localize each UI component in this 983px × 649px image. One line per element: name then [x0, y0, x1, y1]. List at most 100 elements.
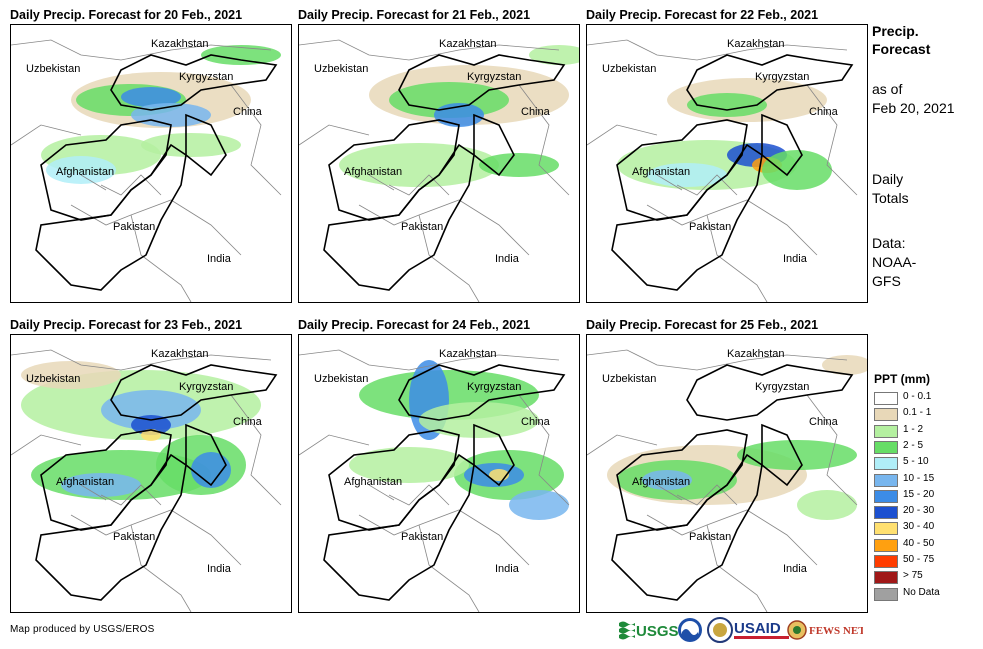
map-frame: Kazakhstan Uzbekistan Kyrgyzstan China Afgha…	[298, 334, 580, 613]
country-label-china: China	[233, 416, 263, 428]
legend-label: 30 - 40	[903, 521, 935, 533]
country-label-india: India	[207, 253, 232, 265]
country-label-pakistan: Pakistan	[401, 531, 443, 543]
precip-area	[101, 390, 201, 430]
precip-area	[46, 156, 116, 184]
precip-area	[479, 153, 559, 177]
admin-border	[518, 394, 570, 506]
map-frame: Kazakhstan Uzbekistan Kyrgyzstan China Afgha…	[10, 24, 292, 303]
legend-label: 20 - 30	[903, 505, 935, 517]
admin-border	[299, 434, 370, 456]
footer-credit: Map produced by USGS/EROS	[10, 624, 155, 635]
legend-swatch	[874, 457, 898, 471]
panel-title: Daily Precip. Forecast for 24 Feb., 2021	[298, 318, 531, 332]
country-border	[110, 54, 278, 111]
admin-border	[11, 124, 82, 146]
admin-border	[646, 199, 818, 256]
country-border	[185, 113, 227, 177]
country-label-afghanistan: Afghanistan	[344, 166, 402, 178]
country-label-uzbekistan: Uzbekistan	[26, 63, 80, 75]
country-label-india: India	[495, 563, 520, 575]
precip-area	[529, 45, 579, 65]
precip-area	[191, 452, 231, 488]
country-label-india: India	[783, 253, 808, 265]
country-label-kazakhstan: Kazakhstan	[151, 38, 208, 50]
precip-area	[822, 355, 867, 375]
precip-area	[21, 361, 121, 389]
precip-area	[762, 150, 832, 190]
admin-border	[656, 484, 738, 506]
admin-border	[80, 484, 162, 506]
admin-border	[706, 214, 768, 302]
legend-label: 50 - 75	[903, 554, 935, 565]
country-label-china: China	[809, 416, 839, 428]
country-label-china: China	[233, 106, 263, 118]
admin-border	[11, 434, 82, 456]
admin-border	[587, 349, 848, 371]
country-border	[473, 423, 515, 487]
country-label-india: India	[783, 563, 808, 575]
country-label-india: India	[207, 563, 232, 575]
country-label-kyrgyzstan: Kyrgyzstan	[755, 71, 809, 83]
admin-border	[806, 84, 858, 196]
svg-text:USAID: USAID	[734, 620, 781, 637]
panel-title: Daily Precip. Forecast for 25 Feb., 2021	[586, 318, 819, 332]
country-border	[323, 143, 475, 291]
precip-area	[201, 45, 281, 65]
usaid-logo: USAID	[734, 620, 789, 639]
panel-title: Daily Precip. Forecast for 21 Feb., 2021	[298, 8, 531, 22]
forecast-panel: Daily Precip. Forecast for 25 Feb., 2021…	[586, 318, 876, 618]
country-label-afghanistan: Afghanistan	[632, 166, 690, 178]
legend-swatch	[874, 555, 898, 568]
legend-swatch	[874, 440, 898, 454]
admin-border	[11, 39, 272, 61]
country-label-afghanistan: Afghanistan	[632, 476, 690, 488]
admin-border	[587, 39, 848, 61]
country-label-uzbekistan: Uzbekistan	[314, 373, 368, 385]
precip-area	[642, 470, 692, 490]
precip-area	[419, 402, 539, 438]
admin-border	[368, 174, 450, 196]
admin-border	[418, 214, 480, 302]
forecast-info: Precip. Forecast as of Feb 20, 2021 Dail…	[872, 22, 982, 291]
precip-area	[131, 103, 211, 127]
forecast-panel: Daily Precip. Forecast for 23 Feb., 2021…	[10, 318, 300, 618]
precip-area	[131, 415, 171, 435]
admin-border	[587, 124, 658, 146]
legend-label: 0.1 - 1	[903, 407, 932, 419]
country-border	[473, 113, 515, 177]
legend-label: 1 - 2	[903, 423, 924, 435]
forecast-panel: Daily Precip. Forecast for 22 Feb., 2021…	[586, 8, 876, 308]
country-label-kazakhstan: Kazakhstan	[727, 348, 784, 360]
panel-title: Daily Precip. Forecast for 22 Feb., 2021	[586, 8, 819, 22]
precip-area	[339, 143, 499, 187]
legend-swatch	[874, 506, 898, 520]
country-label-kyrgyzstan: Kyrgyzstan	[179, 71, 233, 83]
dos-seal-logo	[707, 617, 733, 643]
noaa-logo	[678, 618, 702, 642]
admin-border	[299, 39, 560, 61]
usgs-logo: USGS	[619, 621, 679, 640]
country-label-kazakhstan: Kazakhstan	[151, 348, 208, 360]
admin-border	[418, 524, 480, 612]
precip-map: Kazakhstan Uzbekistan Kyrgyzstan China Afgha…	[587, 348, 867, 612]
forecast-panel: Daily Precip. Forecast for 21 Feb., 2021…	[298, 8, 588, 308]
admin-border	[587, 434, 658, 456]
forecast-panel: Daily Precip. Forecast for 20 Feb., 2021…	[10, 8, 300, 308]
admin-border	[130, 214, 192, 302]
admin-border	[230, 84, 282, 196]
country-label-kyrgyzstan: Kyrgyzstan	[467, 71, 521, 83]
legend-swatch	[874, 424, 898, 438]
country-border	[611, 453, 763, 601]
svg-text:FEWS NET: FEWS NET	[809, 625, 863, 637]
legend-swatch	[874, 408, 898, 422]
legend-title: PPT (mm)	[874, 372, 931, 386]
precip-map: Kazakhstan Uzbekistan Kyrgyzstan China Afgha…	[11, 38, 282, 302]
map-frame: Kazakhstan Uzbekistan Kyrgyzstan China Afgha…	[586, 24, 868, 303]
legend-swatch	[874, 473, 898, 487]
country-label-afghanistan: Afghanistan	[56, 476, 114, 488]
admin-border	[706, 524, 768, 612]
country-label-kyrgyzstan: Kyrgyzstan	[755, 381, 809, 393]
legend-swatch	[874, 538, 898, 552]
country-label-kazakhstan: Kazakhstan	[727, 38, 784, 50]
